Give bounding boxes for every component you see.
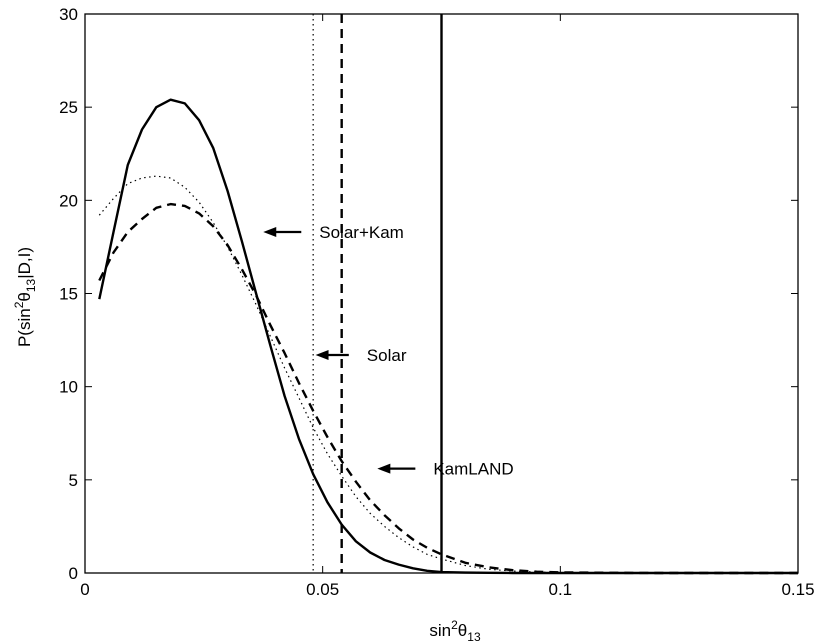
y-axis-label-prefix: P(sin [15,308,34,347]
y-tick-label: 25 [59,98,78,117]
x-axis-label-theta: θ [458,621,467,640]
series-line-solid [98,98,798,575]
arrow-head [263,227,277,238]
annotations: Solar+Kam Solar KamLAND [263,223,514,479]
annotation-label: Solar [367,346,407,365]
annotation-label: KamLAND [433,460,513,479]
x-axis-label: sin2θ13 [429,618,481,644]
y-tick-label: 10 [59,378,78,397]
vertical-lines [312,14,443,573]
y-tick-label: 0 [69,564,78,583]
y-axis-label-sub: 13 [24,278,38,292]
y-axis-label-theta: θ [15,292,34,301]
annotation-arrow [315,349,349,360]
annotation-arrow [263,227,302,238]
x-axis-label-sup: 2 [451,618,458,632]
y-axis-label-suffix: |D,I) [15,247,34,279]
x-tick-label: 0 [80,580,89,599]
series-layer [98,98,798,575]
axis-ticks: 0 0.05 0.1 0.15 0 5 10 15 20 25 30 [59,5,814,599]
x-axis-label-sub: 13 [467,630,481,644]
annotation-arrow [377,463,416,474]
arrow-head [377,463,391,474]
x-tick-label: 0.05 [306,580,339,599]
y-axis-label-sup: 2 [12,301,26,308]
series-line-dashed [98,202,798,575]
y-tick-label: 20 [59,191,78,210]
annotation-label: Solar+Kam [319,223,404,242]
y-tick-label: 15 [59,285,78,304]
x-tick-label: 0.15 [781,580,814,599]
series-line-dotted [98,175,798,574]
arrow-head [315,349,329,360]
y-axis-label: P(sin2θ13|D,I) [12,247,38,347]
x-tick-label: 0.1 [549,580,573,599]
x-axis-label-base: sin [429,621,451,640]
y-tick-label: 5 [69,471,78,490]
y-tick-label: 30 [59,5,78,24]
